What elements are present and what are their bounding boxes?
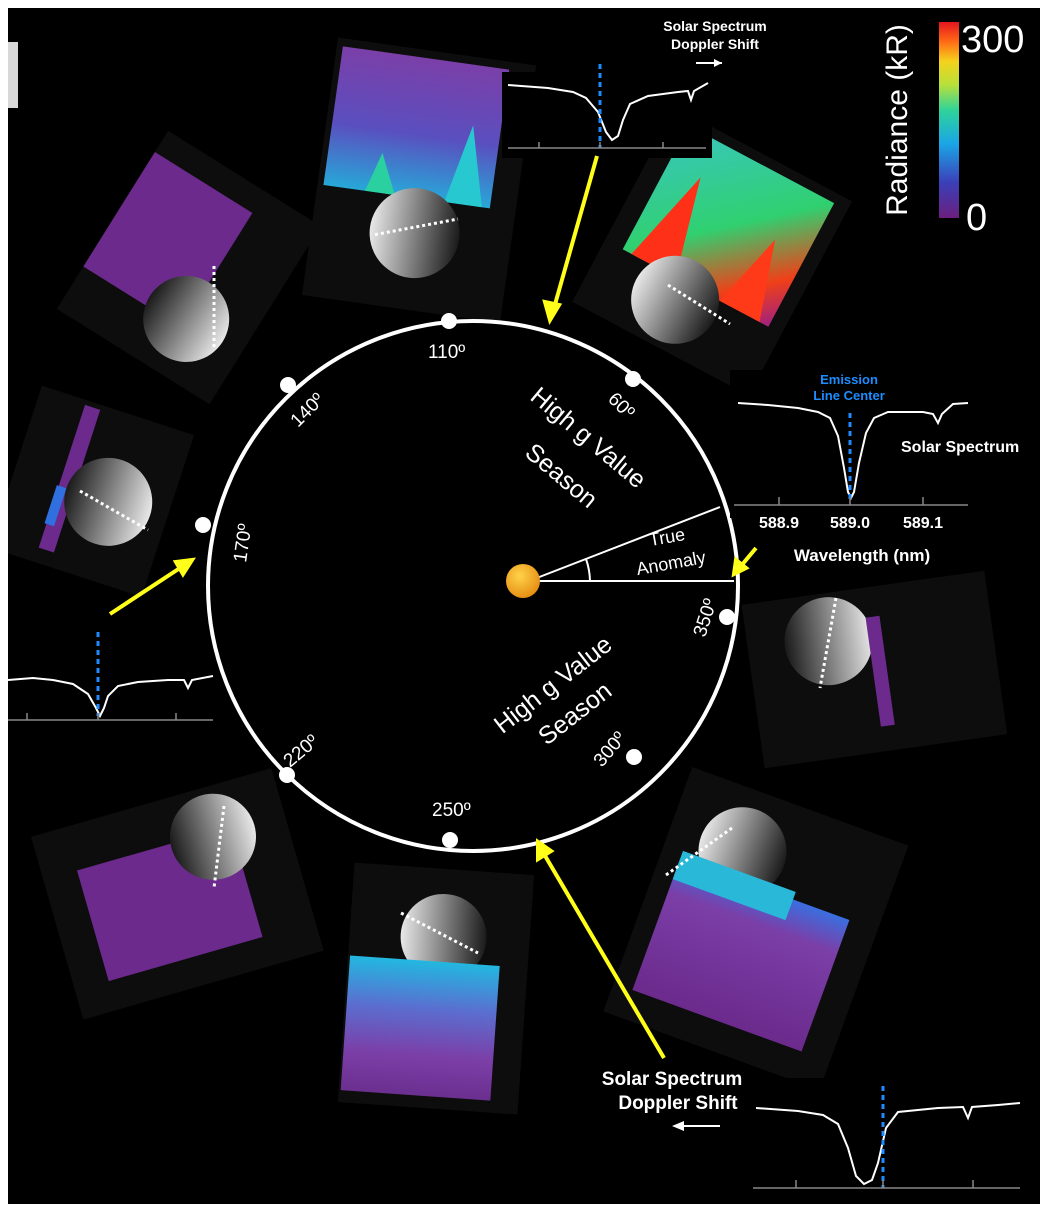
- orbit-diagram: Radiance (kR) 300 0 110º 140º 170º 220º: [8, 18, 1038, 1194]
- observation-panel-350: [741, 570, 1008, 769]
- anomaly-line-upper: [528, 506, 721, 582]
- moon-disk: [143, 275, 230, 362]
- angle-label-170: 170º: [230, 522, 256, 563]
- anomaly-arc: [585, 558, 591, 582]
- orbit-marker-350: [719, 609, 735, 625]
- doppler-spectrum-top: Solar Spectrum Doppler Shift: [502, 18, 767, 158]
- colorbar-max-label: 300: [961, 19, 1024, 61]
- doppler-spectrum-left: [8, 632, 214, 728]
- doppler-bottom-label-line2: Doppler Shift: [618, 1093, 738, 1114]
- orbit-marker-220: [279, 767, 295, 783]
- colorbar-gradient: [939, 22, 959, 218]
- moon-disk: [369, 188, 460, 279]
- wavelength-axis-label: Wavelength (nm): [794, 546, 930, 565]
- orbit-circle: [206, 319, 740, 853]
- angle-label-140: 140º: [287, 389, 329, 431]
- angle-label-60: 60º: [603, 389, 638, 424]
- doppler-curve-left: [8, 675, 214, 719]
- solar-spectrum-label: Solar Spectrum: [901, 439, 1019, 456]
- sun: [506, 564, 540, 598]
- moon-disk: [631, 255, 720, 344]
- doppler-top-direction-arrow: [714, 59, 722, 67]
- angle-label-300: 300º: [590, 728, 631, 771]
- angle-label-250: 250º: [432, 800, 471, 821]
- yellow-arrow-right: [731, 546, 758, 578]
- observation-panel-250: [337, 862, 535, 1115]
- orbit-marker-60: [625, 371, 641, 387]
- emission-title-line1: Emission: [820, 372, 878, 387]
- angle-label-350: 350º: [690, 596, 722, 639]
- doppler-spectrum-bottom: Solar Spectrum Doppler Shift: [602, 1069, 1038, 1194]
- true-anomaly-label-line2: Anomaly: [635, 547, 707, 579]
- doppler-curve-bottom: [755, 1102, 1021, 1186]
- observation-panel-140: [56, 130, 321, 405]
- yellow-arrow-top: [542, 155, 599, 326]
- tick-label-5889: 588.9: [759, 515, 799, 532]
- solar-spectrum-main: 588.9 589.0 589.1 Wavelength (nm) Emissi…: [730, 370, 1019, 565]
- colorbar-min-label: 0: [966, 197, 987, 239]
- doppler-top-label-line2: Doppler Shift: [671, 36, 759, 52]
- true-anomaly-label-line1: True: [647, 524, 686, 550]
- observation-panel-220: [30, 768, 324, 1020]
- orbit-marker-170: [195, 517, 211, 533]
- orbit-marker-140: [280, 377, 296, 393]
- radiance-colorbar: Radiance (kR) 300 0: [881, 19, 1024, 239]
- doppler-top-label-line1: Solar Spectrum: [663, 18, 766, 34]
- yellow-arrow-bottom: [536, 838, 666, 1060]
- moon-disk: [169, 793, 256, 880]
- moon-disk: [400, 893, 487, 980]
- moon-disk: [64, 457, 153, 546]
- orbit-markers: [195, 313, 735, 848]
- corner-fragment: [8, 42, 18, 108]
- observation-panel-170: [8, 385, 195, 597]
- figure-frame: Radiance (kR) 300 0 110º 140º 170º 220º: [8, 8, 1040, 1204]
- doppler-curve-top: [507, 82, 709, 142]
- angle-label-110: 110º: [428, 342, 465, 363]
- orbit-marker-300: [626, 749, 642, 765]
- doppler-bottom-direction-arrow: [672, 1121, 684, 1131]
- spectrum-curve: [737, 402, 969, 501]
- tick-label-5890: 589.0: [830, 515, 870, 532]
- tick-label-5891: 589.1: [903, 515, 943, 532]
- yellow-arrow-left: [108, 557, 196, 616]
- observation-panel-60: [572, 107, 853, 396]
- emission-title-line2: Line Center: [813, 388, 885, 403]
- angle-label-220: 220º: [280, 731, 323, 772]
- doppler-bottom-label-line1: Solar Spectrum: [602, 1069, 742, 1090]
- observation-panel-300: [603, 767, 909, 1090]
- orbit-marker-110: [441, 313, 457, 329]
- colorbar-title: Radiance (kR): [881, 24, 914, 216]
- observation-panel-110: [301, 37, 537, 323]
- orbit-marker-250: [442, 832, 458, 848]
